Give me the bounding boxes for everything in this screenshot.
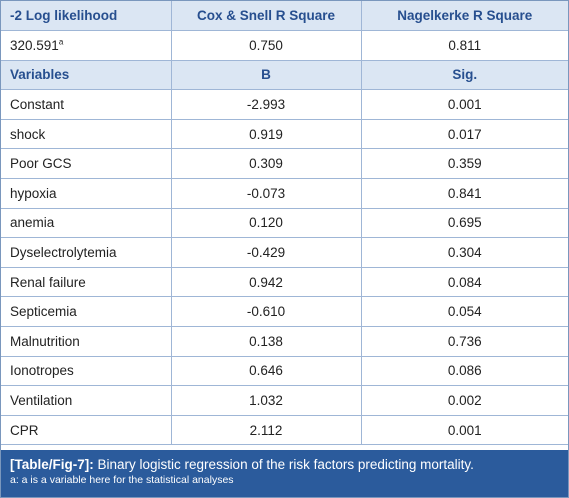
model-summary-header-row: -2 Log likelihood Cox & Snell R Square N… [1,1,568,32]
model-summary-row: 320.591a 0.750 0.811 [1,30,568,61]
b-cell: -0.073 [170,178,362,209]
b-cell: 0.646 [170,355,362,387]
table-row: Renal failure 0.942 0.084 [1,266,568,298]
log-likelihood-header: -2 Log likelihood [1,1,172,32]
sig-cell: 0.086 [360,355,568,387]
variable-cell: Constant [1,89,172,120]
b-cell: 0.309 [170,148,362,180]
b-cell: 2.112 [170,414,362,446]
sig-cell: 0.841 [360,178,568,209]
variable-cell: Ventilation [1,385,172,416]
table-row: Ventilation 1.032 0.002 [1,385,568,416]
b-cell: -0.610 [170,296,362,328]
footnote-marker: a [58,37,64,47]
b-cell: 1.032 [170,385,362,416]
table-caption: [Table/Fig-7]: Binary logistic regressio… [1,450,568,497]
caption-line: [Table/Fig-7]: Binary logistic regressio… [10,456,559,473]
log-likelihood-value: 320.591a [1,30,172,61]
table-row: Constant -2.993 0.001 [1,89,568,120]
table-row: CPR 2.112 0.001 [1,414,568,446]
sig-cell: 0.695 [360,207,568,239]
sig-cell: 0.001 [360,89,568,120]
b-header: B [170,59,362,91]
variable-cell: CPR [1,414,172,446]
variable-cell: Poor GCS [1,148,172,180]
table-row: Dyselectrolytemia -0.429 0.304 [1,237,568,268]
variable-cell: Septicemia [1,296,172,328]
nagelkerke-value: 0.811 [360,30,568,61]
table-row: Ionotropes 0.646 0.086 [1,355,568,387]
b-cell: 0.942 [170,266,362,298]
b-cell: 0.138 [170,326,362,357]
variable-cell: hypoxia [1,178,172,209]
coefficients-header-row: Variables B Sig. [1,59,568,91]
log-likelihood-number: 320.591 [10,37,59,53]
table-row: hypoxia -0.073 0.841 [1,178,568,209]
b-cell: 0.120 [170,207,362,239]
cox-snell-header: Cox & Snell R Square [170,1,362,32]
variable-cell: anemia [1,207,172,239]
variables-header: Variables [1,59,172,91]
b-cell: -0.429 [170,237,362,268]
sig-cell: 0.084 [360,266,568,298]
variable-cell: Ionotropes [1,355,172,387]
sig-header: Sig. [360,59,568,91]
table-row: shock 0.919 0.017 [1,118,568,150]
variable-cell: Malnutrition [1,326,172,357]
table-row: Poor GCS 0.309 0.359 [1,148,568,180]
variable-cell: shock [1,118,172,150]
table-row: Malnutrition 0.138 0.736 [1,326,568,357]
sig-cell: 0.054 [360,296,568,328]
sig-cell: 0.001 [360,414,568,446]
regression-table: -2 Log likelihood Cox & Snell R Square N… [1,1,568,446]
sig-cell: 0.736 [360,326,568,357]
caption-text: Binary logistic regression of the risk f… [97,457,474,472]
sig-cell: 0.002 [360,385,568,416]
table-row: Septicemia -0.610 0.054 [1,296,568,328]
b-cell: -2.993 [170,89,362,120]
sig-cell: 0.304 [360,237,568,268]
variable-cell: Renal failure [1,266,172,298]
sig-cell: 0.359 [360,148,568,180]
table-row: anemia 0.120 0.695 [1,207,568,239]
nagelkerke-header: Nagelkerke R Square [360,1,568,32]
sig-cell: 0.017 [360,118,568,150]
b-cell: 0.919 [170,118,362,150]
cox-snell-value: 0.750 [170,30,362,61]
variable-cell: Dyselectrolytemia [1,237,172,268]
caption-footnote: a: a is a variable here for the statisti… [10,474,234,486]
caption-label: [Table/Fig-7]: [10,457,94,472]
